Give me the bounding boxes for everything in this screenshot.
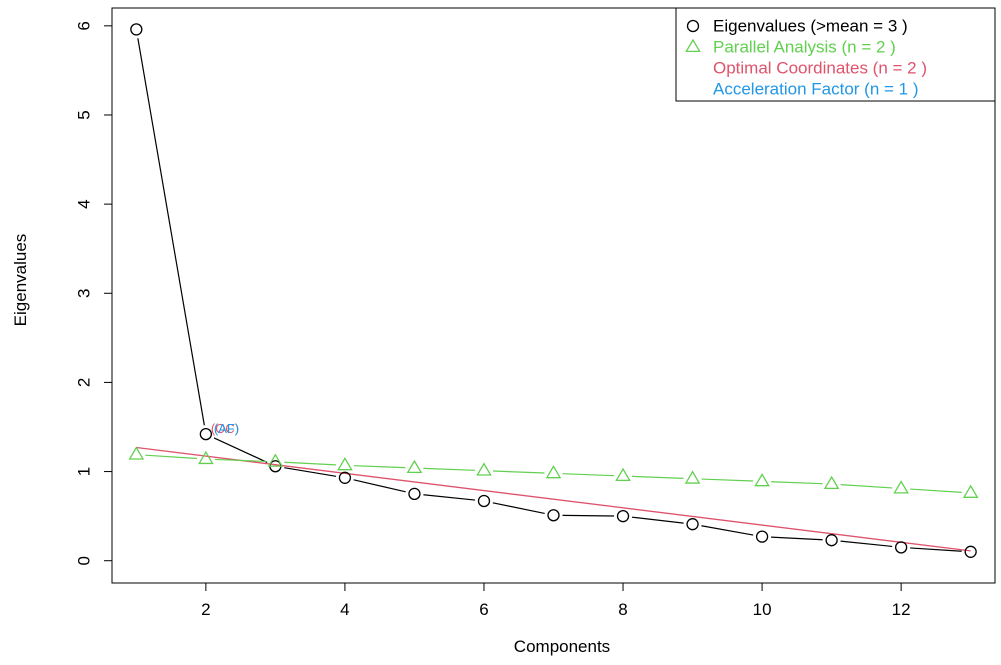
parallel-analysis-point xyxy=(823,475,840,490)
series-segment xyxy=(145,454,197,460)
x-tick-label: 8 xyxy=(618,600,627,619)
series-segment xyxy=(284,461,336,466)
legend-entry-label: Eigenvalues (>mean = 3 ) xyxy=(713,17,908,36)
eigenvalue-point xyxy=(755,530,769,543)
eigenvalue-point xyxy=(686,518,699,531)
parallel-analysis-point xyxy=(545,465,562,479)
eigenvalue-point xyxy=(547,509,560,522)
x-tick-label: 2 xyxy=(201,600,210,619)
y-tick-label: 3 xyxy=(75,289,94,298)
eigenvalue-point xyxy=(616,509,630,523)
x-tick-label: 12 xyxy=(892,600,911,619)
parallel-analysis-point xyxy=(962,484,979,498)
legend-entry-label: Optimal Coordinates (n = 2 ) xyxy=(713,59,927,78)
y-tick-label: 0 xyxy=(75,556,94,565)
series-segment xyxy=(910,488,962,493)
eigenvalue-point xyxy=(825,534,838,547)
data-points xyxy=(128,23,979,558)
series-segment xyxy=(492,470,545,474)
oc-annotation: (OC) xyxy=(211,421,239,436)
series-segment xyxy=(353,465,406,469)
legend-triangle-icon xyxy=(685,38,701,52)
series-lines xyxy=(136,38,971,552)
optimal-coordinates-line xyxy=(136,446,971,552)
series-segment xyxy=(771,536,823,541)
eigenvalue-point xyxy=(408,487,421,501)
series-segment xyxy=(214,458,267,463)
parallel-analysis-point xyxy=(893,480,909,494)
parallel-analysis-point xyxy=(406,459,423,473)
legend: Eigenvalues (>mean = 3 ) Parallel Analysi… xyxy=(675,7,996,102)
x-tick-label: 6 xyxy=(479,600,488,619)
x-tick-label: 4 xyxy=(340,600,349,619)
series-segment xyxy=(284,467,337,477)
parallel-analysis-point xyxy=(476,462,492,476)
y-tick-label: 1 xyxy=(75,467,94,476)
y-tick-label: 2 xyxy=(75,378,94,387)
parallel-analysis-point xyxy=(615,467,631,482)
series-segment xyxy=(631,475,684,479)
series-segment xyxy=(562,514,615,517)
plot-frame xyxy=(111,7,996,584)
series-segment xyxy=(423,494,476,501)
y-axis-label: Eigenvalues xyxy=(11,234,30,327)
legend-box xyxy=(675,7,996,102)
series-segment xyxy=(771,481,823,485)
series-segment xyxy=(840,484,893,489)
eigenvalue-point xyxy=(199,427,213,441)
parallel-analysis-point xyxy=(337,457,353,471)
eigenvalue-point xyxy=(130,23,143,36)
parallel-analysis-point xyxy=(267,453,284,467)
series-segment xyxy=(631,516,684,524)
annotations: (OC)(AF) xyxy=(211,421,239,436)
af-annotation: (AF) xyxy=(214,421,239,436)
legend-entry-label: Acceleration Factor (n = 1 ) xyxy=(713,80,919,99)
series-segment xyxy=(492,502,545,515)
eigenvalue-point xyxy=(338,471,352,484)
y-tick-label: 5 xyxy=(75,110,94,119)
parallel-analysis-point xyxy=(684,470,701,484)
x-axis-label: Components xyxy=(514,637,610,656)
eigenvalue-point xyxy=(964,545,977,558)
eigenvalue-point xyxy=(477,494,491,508)
legend-entry-label: Parallel Analysis (n = 2 ) xyxy=(713,38,896,57)
eigenvalue-point xyxy=(894,541,908,554)
series-segment xyxy=(701,525,754,536)
series-segment xyxy=(562,473,615,477)
series-segment xyxy=(137,38,205,426)
legend-circle-icon xyxy=(686,19,700,33)
x-tick-label: 10 xyxy=(753,600,772,619)
series-segment xyxy=(840,540,893,548)
series-segment xyxy=(423,467,476,471)
parallel-analysis-point xyxy=(128,446,145,460)
parallel-analysis-point xyxy=(198,450,214,465)
series-segment xyxy=(353,479,406,493)
y-tick-label: 6 xyxy=(75,21,94,30)
y-tick-label: 4 xyxy=(75,199,94,208)
parallel-analysis-point xyxy=(754,473,770,487)
series-segment xyxy=(701,478,754,482)
series-segment xyxy=(213,437,268,463)
series-segment xyxy=(910,547,962,552)
